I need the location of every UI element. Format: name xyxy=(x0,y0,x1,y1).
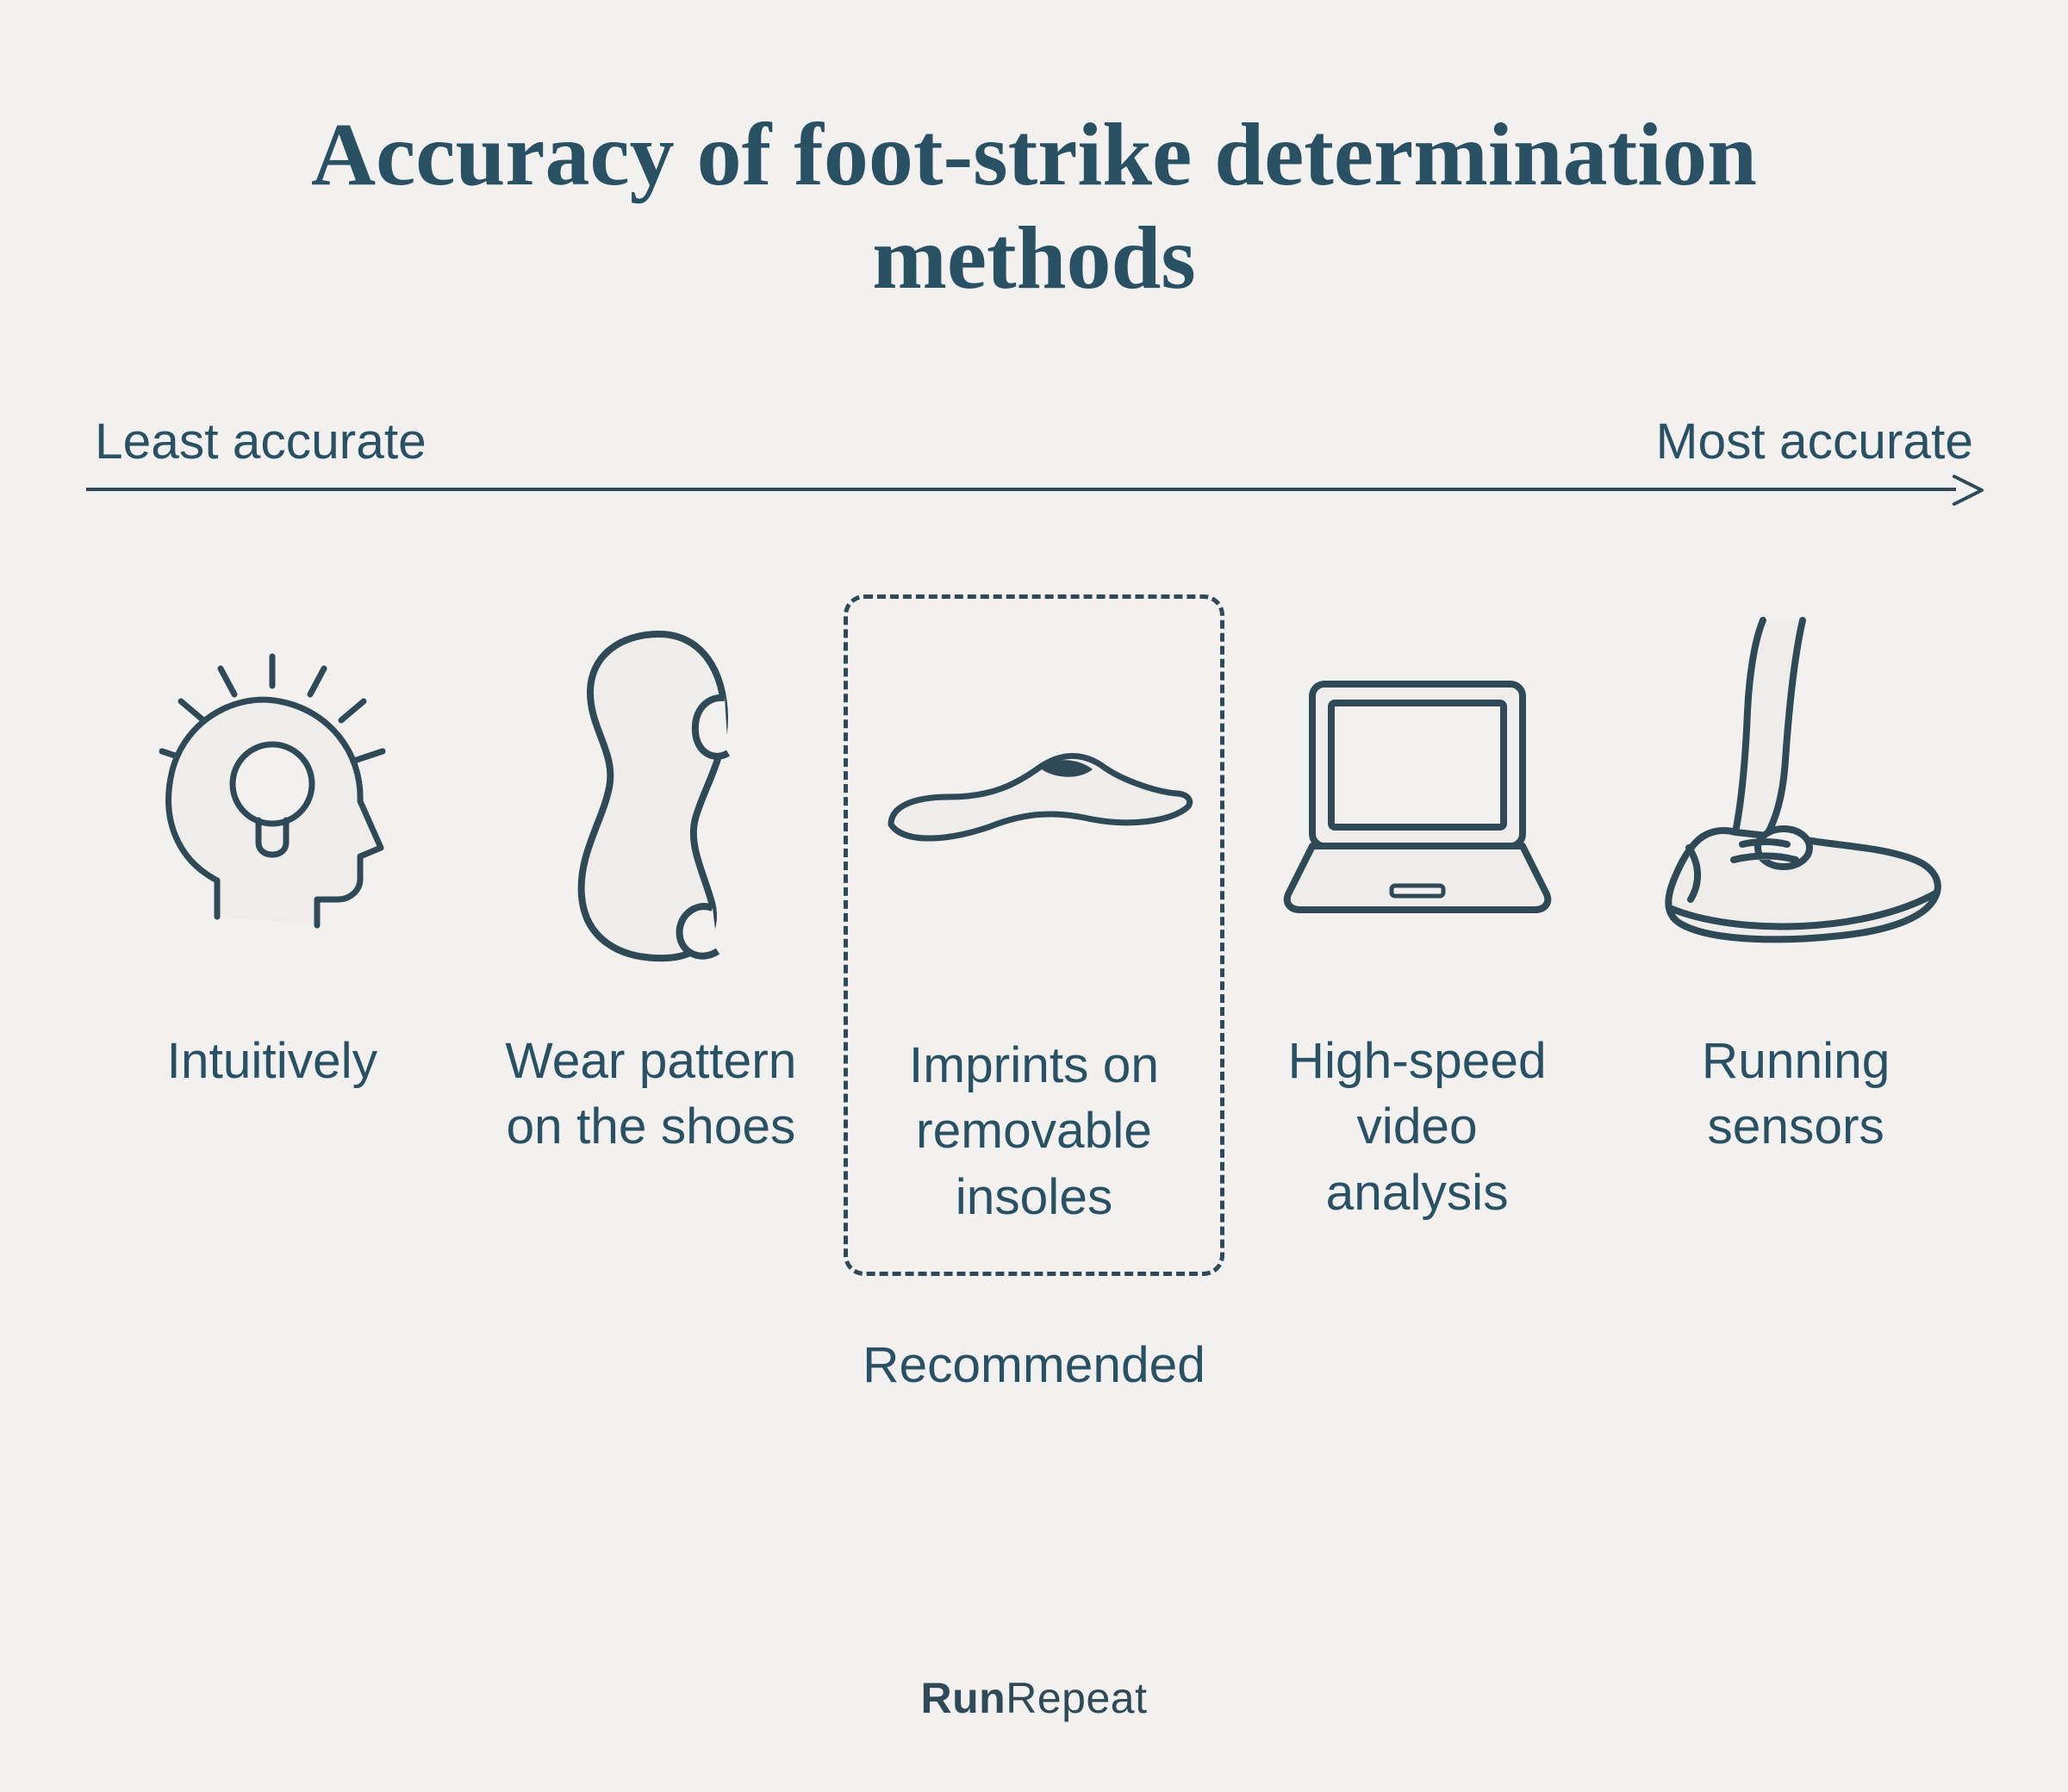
recommended-label: Recommended xyxy=(844,1336,1224,1394)
method-label: Intuitively xyxy=(167,1029,378,1094)
icon-box xyxy=(1616,615,1975,977)
method-imprints-insoles: Imprints on removable insoles xyxy=(844,594,1224,1276)
running-shoe-sensor-icon xyxy=(1641,615,1951,977)
axis-right-label: Most accurate xyxy=(1656,413,1973,470)
icon-box xyxy=(855,619,1213,981)
head-idea-icon xyxy=(143,650,402,943)
method-running-sensors: Running sensors xyxy=(1610,594,1982,1276)
method-intuitively: Intuitively xyxy=(86,594,458,1276)
icon-box xyxy=(472,615,831,977)
accuracy-arrow xyxy=(86,488,1982,491)
icon-box xyxy=(93,615,452,977)
axis-left-label: Least accurate xyxy=(95,413,427,470)
method-wear-pattern: Wear pattern on the shoes xyxy=(465,594,838,1276)
method-label: High-speed video analysis xyxy=(1262,1029,1573,1226)
arrow-head-icon xyxy=(1953,473,1987,507)
laptop-icon xyxy=(1271,667,1564,925)
shoe-sole-icon xyxy=(556,624,745,968)
method-label: Imprints on removable insoles xyxy=(879,1033,1189,1230)
brand-logo: RunRepeat xyxy=(0,1673,2068,1723)
brand-part2: Repeat xyxy=(1006,1674,1147,1722)
brand-part1: Run xyxy=(921,1674,1006,1722)
accuracy-axis-labels: Least accurate Most accurate xyxy=(95,413,1973,470)
method-label: Running sensors xyxy=(1641,1029,1951,1160)
method-video-analysis: High-speed video analysis xyxy=(1231,594,1604,1276)
methods-row: Intuitively Wear pattern on the shoes xyxy=(86,594,1982,1276)
arrow-line xyxy=(86,488,1956,491)
method-label: Wear pattern on the shoes xyxy=(495,1029,806,1160)
icon-box xyxy=(1238,615,1597,977)
infographic-title: Accuracy of foot-strike determination me… xyxy=(172,103,1896,309)
insole-icon xyxy=(870,723,1198,878)
